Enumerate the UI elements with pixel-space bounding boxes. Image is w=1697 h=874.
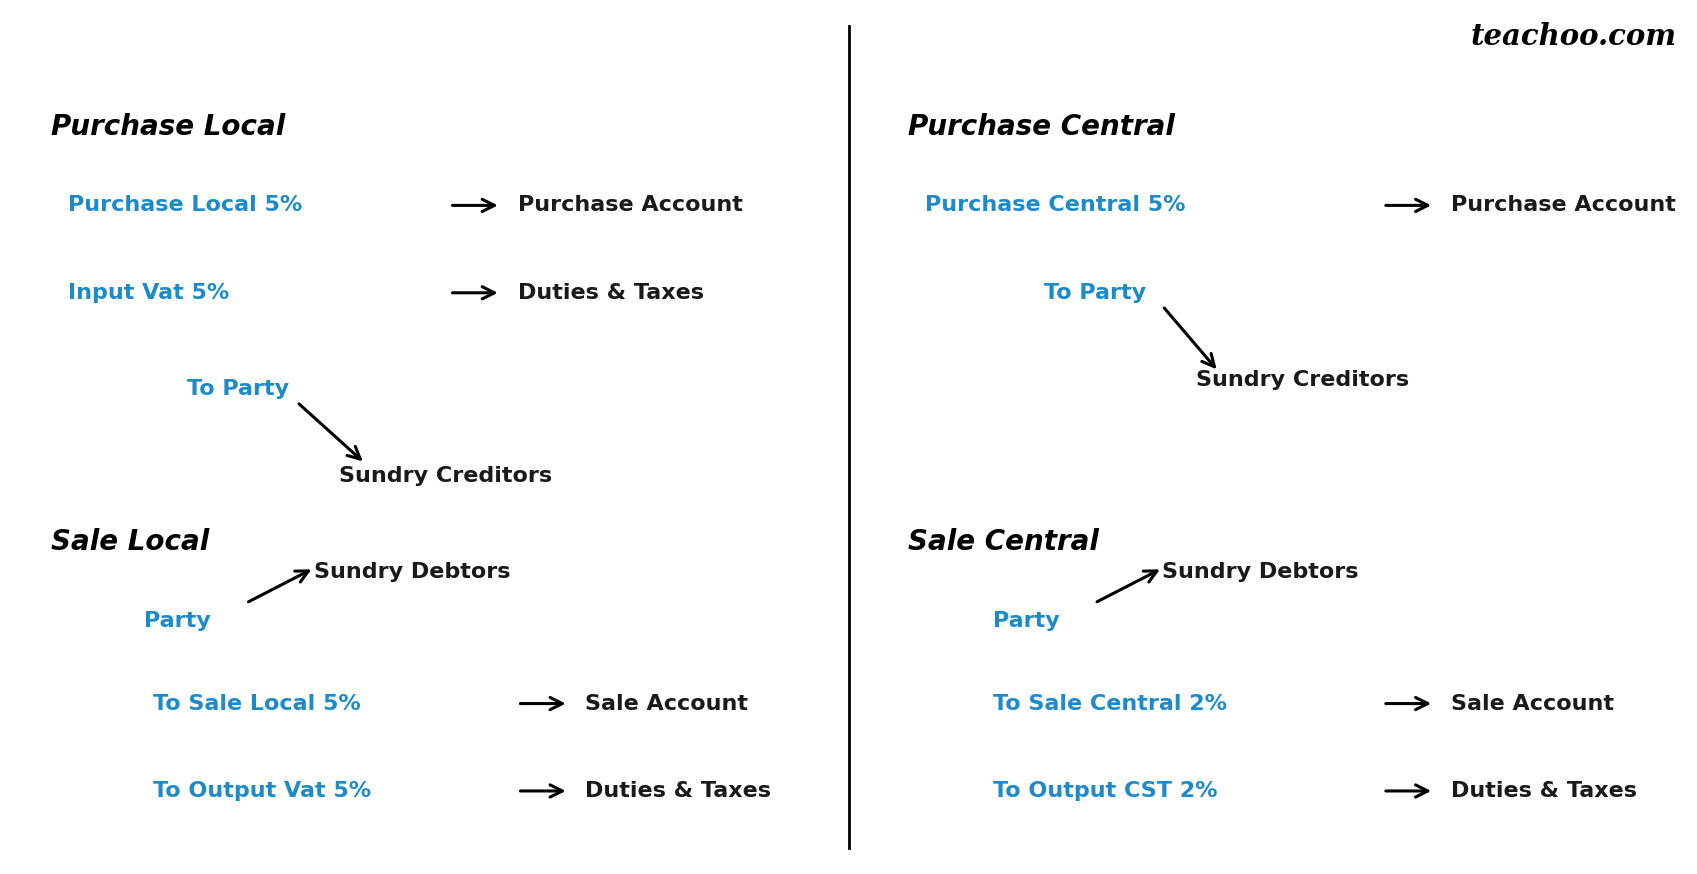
Text: Input Vat 5%: Input Vat 5% — [68, 283, 229, 302]
Text: Duties & Taxes: Duties & Taxes — [585, 781, 772, 801]
Text: To Party: To Party — [1044, 283, 1145, 302]
Text: To Sale Local 5%: To Sale Local 5% — [153, 694, 360, 713]
Text: Sundry Creditors: Sundry Creditors — [1196, 371, 1410, 390]
Text: To Party: To Party — [187, 379, 288, 399]
Text: Purchase Local 5%: Purchase Local 5% — [68, 196, 302, 215]
Text: Sale Central: Sale Central — [908, 528, 1098, 556]
Text: Duties & Taxes: Duties & Taxes — [518, 283, 704, 302]
Text: Party: Party — [144, 611, 210, 630]
Text: Purchase Account: Purchase Account — [518, 196, 743, 215]
Text: Sundry Debtors: Sundry Debtors — [314, 563, 511, 582]
Text: Purchase Central: Purchase Central — [908, 113, 1174, 141]
Text: Purchase Central 5%: Purchase Central 5% — [925, 196, 1186, 215]
Text: To Output CST 2%: To Output CST 2% — [993, 781, 1217, 801]
Text: Sundry Creditors: Sundry Creditors — [339, 467, 553, 486]
Text: Purchase Account: Purchase Account — [1451, 196, 1677, 215]
Text: Duties & Taxes: Duties & Taxes — [1451, 781, 1638, 801]
Text: To Output Vat 5%: To Output Vat 5% — [153, 781, 372, 801]
Text: Sundry Debtors: Sundry Debtors — [1162, 563, 1359, 582]
Text: Sale Local: Sale Local — [51, 528, 209, 556]
Text: Purchase Local: Purchase Local — [51, 113, 285, 141]
Text: Sale Account: Sale Account — [1451, 694, 1614, 713]
Text: To Sale Central 2%: To Sale Central 2% — [993, 694, 1227, 713]
Text: Party: Party — [993, 611, 1059, 630]
Text: teachoo.com: teachoo.com — [1471, 22, 1677, 51]
Text: Sale Account: Sale Account — [585, 694, 748, 713]
